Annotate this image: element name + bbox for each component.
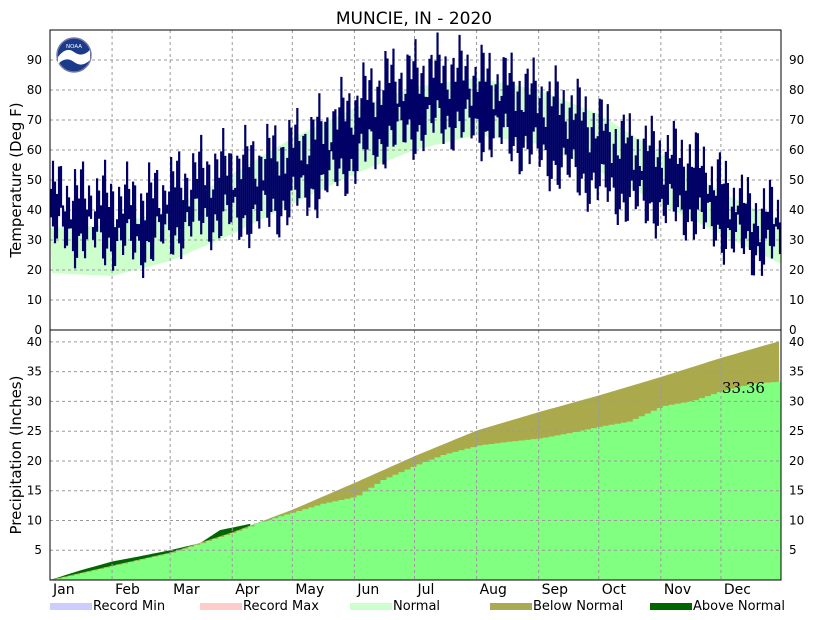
legend: Record Min Record Max Normal Below Normal Ab… (50, 599, 785, 614)
chart-title: MUNCIE, IN - 2020 (336, 9, 492, 29)
legend-swatch (200, 603, 242, 610)
precipitation-total-annotation: 33.36 (722, 379, 765, 397)
month-label: Mar (173, 582, 200, 598)
temperature-tick-right: 10 (789, 293, 804, 307)
normal-temperature-band (50, 78, 781, 277)
precipitation-tick-right: 10 (789, 513, 804, 527)
precipitation-tick-left: 15 (27, 484, 42, 498)
temperature-tick-left: 70 (27, 113, 42, 127)
temperature-tick-right: 60 (789, 143, 804, 157)
temperature-tick-left: 30 (27, 233, 42, 247)
month-label: Dec (724, 582, 751, 598)
month-label: May (295, 582, 324, 598)
month-label: Jun (356, 582, 379, 598)
precipitation-tick-right: 20 (789, 454, 804, 468)
temperature-panel: 0 0 10 10 20 20 30 30 40 40 50 50 60 60 70 70 80 80 90 90 (27, 29, 804, 337)
temperature-tick-right: 70 (789, 113, 804, 127)
temperature-tick-left: 0 (34, 323, 42, 337)
temperature-tick-left: 40 (27, 203, 42, 217)
temperature-tick-right: 40 (789, 203, 804, 217)
precipitation-tick-right: 30 (789, 394, 804, 408)
legend-label: Normal (393, 599, 440, 614)
month-label: Feb (115, 582, 140, 598)
month-label: Oct (602, 582, 627, 598)
temperature-tick-left: 80 (27, 83, 42, 97)
precipitation-tick-left: 10 (27, 513, 42, 527)
legend-swatch (490, 603, 532, 610)
precipitation-tick-left: 30 (27, 394, 42, 408)
temperature-tick-right: 30 (789, 233, 804, 247)
precipitation-tick-left: 25 (27, 424, 42, 438)
month-label: Apr (235, 582, 259, 598)
precipitation-tick-left: 20 (27, 454, 42, 468)
temperature-axis-label: Temperature (Deg F) (7, 102, 25, 258)
month-label: Aug (480, 582, 507, 598)
temperature-tick-left: 50 (27, 173, 42, 187)
precipitation-tick-right: 15 (789, 484, 804, 498)
precipitation-tick-right: 25 (789, 424, 804, 438)
temperature-tick-right: 0 (789, 323, 797, 337)
above-normal-precipitation-area (50, 523, 251, 580)
temperature-tick-left: 20 (27, 263, 42, 277)
month-label: Sep (542, 582, 569, 598)
month-label: Jul (416, 582, 434, 598)
temperature-tick-right: 20 (789, 263, 804, 277)
temperature-tick-right: 90 (789, 53, 804, 67)
temperature-tick-left: 10 (27, 293, 42, 307)
legend-swatch (50, 603, 92, 610)
precipitation-axis-label: Precipitation (Inches) (7, 376, 25, 535)
precipitation-frame (49, 329, 782, 581)
precipitation-tick-right: 35 (789, 365, 804, 379)
legend-label: Record Max (243, 599, 319, 614)
precipitation-tick-left: 5 (34, 543, 42, 557)
svg-text:NOAA: NOAA (66, 44, 82, 50)
legend-swatch (350, 603, 392, 610)
precipitation-panel: 5 5 10 10 15 15 20 20 25 25 30 30 35 35 40 40 Jan Feb Mar A… (27, 329, 804, 598)
temperature-tick-right: 80 (789, 83, 804, 97)
legend-swatch (650, 603, 692, 610)
temperature-tick-left: 60 (27, 143, 42, 157)
precipitation-tick-right: 40 (789, 335, 804, 349)
precipitation-tick-left: 35 (27, 365, 42, 379)
legend-label: Record Min (93, 599, 165, 614)
noaa-logo: NOAA (56, 37, 92, 73)
legend-label: Below Normal (533, 599, 623, 614)
precipitation-tick-left: 40 (27, 335, 42, 349)
month-label: Jan (52, 582, 75, 598)
legend-label: Above Normal (693, 599, 785, 614)
month-label: Nov (664, 582, 691, 598)
temperature-tick-left: 90 (27, 53, 42, 67)
temperature-tick-right: 50 (789, 173, 804, 187)
precipitation-tick-right: 5 (789, 543, 797, 557)
